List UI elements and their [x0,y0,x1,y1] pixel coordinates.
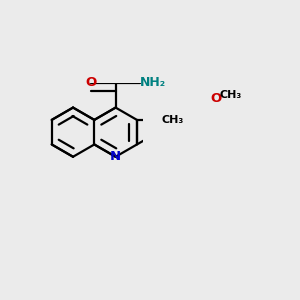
Text: NH₂: NH₂ [140,76,166,89]
Text: CH₃: CH₃ [220,90,242,100]
Text: O: O [85,76,97,89]
Text: CH₃: CH₃ [161,115,184,125]
Text: O: O [210,92,221,106]
Text: N: N [110,150,121,163]
